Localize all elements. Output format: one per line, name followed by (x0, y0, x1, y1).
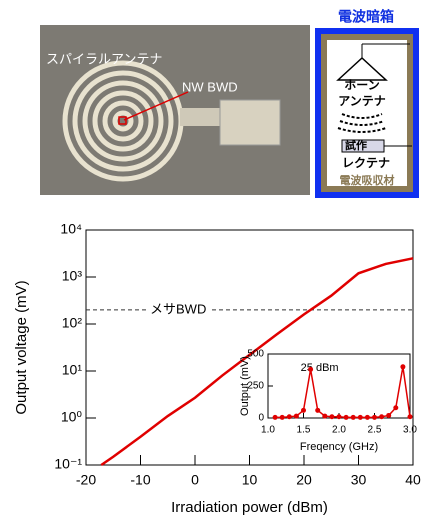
x-tick-label: 1.5 (297, 425, 311, 436)
data-point (273, 415, 278, 420)
y-axis-label: Output (mV) (239, 356, 251, 416)
data-point (365, 415, 370, 420)
figure: スパイラルアンテナ NW BWD 電波暗箱 ホーン アンテナ 試作 レクテナ 電… (0, 0, 431, 525)
data-point (337, 414, 342, 419)
photo-label: スパイラルアンテナ (46, 51, 162, 66)
y-tick-label: 10⁻¹ (54, 456, 82, 472)
data-point (408, 414, 413, 419)
photo: スパイラルアンテナ NW BWD (40, 25, 310, 195)
data-point (386, 413, 391, 418)
y-tick-label: 0 (258, 413, 264, 424)
reference-label: メサBWD (150, 301, 206, 316)
data-point (315, 408, 320, 413)
data-point (372, 415, 377, 420)
y-tick-label: 10¹ (62, 362, 83, 378)
data-point (344, 415, 349, 420)
x-tick-label: 20 (296, 472, 312, 488)
x-tick-label: 1.0 (261, 425, 275, 436)
y-tick-label: 10⁴ (60, 221, 82, 237)
y-tick-label: 10² (62, 315, 83, 331)
data-point (294, 414, 299, 419)
x-tick-label: -20 (76, 472, 96, 488)
y-tick-label: 10⁰ (61, 409, 83, 425)
data-point (322, 414, 327, 419)
x-tick-label: 30 (351, 472, 367, 488)
x-tick-label: -10 (130, 472, 150, 488)
y-axis-label: Output voltage (mV) (13, 280, 30, 414)
y-tick-label: 10³ (62, 268, 83, 284)
x-tick-label: 10 (242, 472, 258, 488)
plot-frame (86, 230, 413, 465)
diagram-label: レクテナ (342, 156, 390, 170)
x-axis-label: Freqency (GHz) (300, 441, 378, 453)
annotation: 25 dBm (301, 362, 339, 374)
x-tick-label: 2.5 (368, 425, 382, 436)
x-tick-label: 3.0 (403, 425, 417, 436)
data-point (400, 364, 405, 369)
data-point (329, 414, 334, 419)
data-point (358, 415, 363, 420)
x-tick-label: 40 (405, 472, 421, 488)
data-point (351, 415, 356, 420)
x-axis-label: Irradiation power (dBm) (171, 499, 328, 516)
data-point (308, 367, 313, 372)
diagram-label: 試作 (345, 138, 367, 152)
data-point (280, 415, 285, 420)
photo-label: NW BWD (182, 79, 238, 94)
diagram-title: 電波暗箱 (338, 9, 394, 25)
x-tick-label: 0 (191, 472, 199, 488)
plot-frame (268, 354, 410, 418)
data-point (393, 405, 398, 410)
data-point (301, 408, 306, 413)
diagram: 電波暗箱 ホーン アンテナ 試作 レクテナ 電波吸収材 (318, 9, 416, 195)
x-tick-label: 2.0 (332, 425, 346, 436)
data-point (379, 414, 384, 419)
data-point (287, 414, 292, 419)
diagram-label: ホーン (344, 78, 379, 92)
diagram-label: アンテナ (338, 94, 386, 108)
diagram-label: 電波吸収材 (340, 173, 395, 187)
